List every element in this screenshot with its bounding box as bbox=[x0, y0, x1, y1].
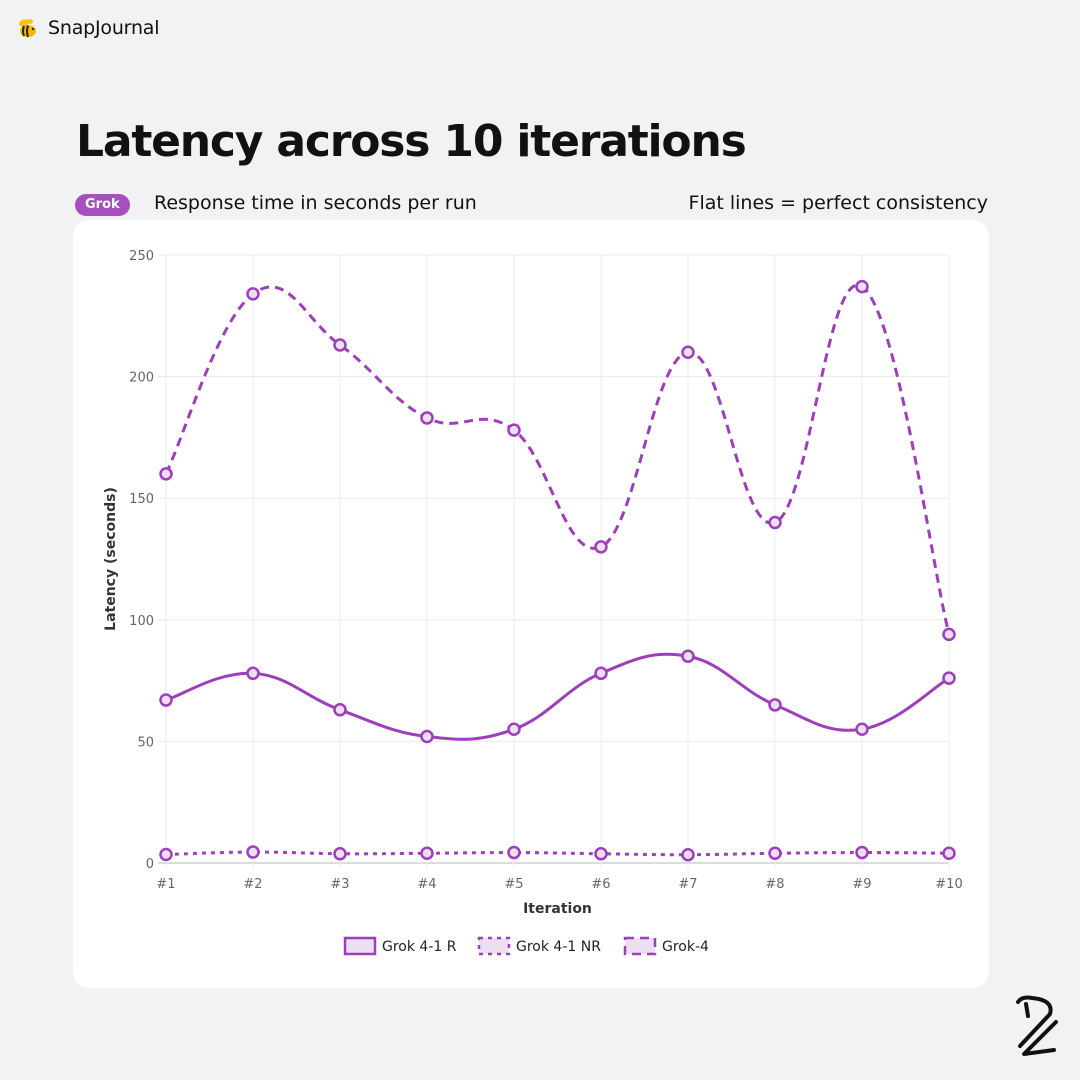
x-tick-label: #10 bbox=[935, 877, 962, 892]
data-point bbox=[507, 845, 521, 860]
data-point bbox=[594, 666, 608, 681]
data-point bbox=[681, 847, 695, 862]
data-point bbox=[855, 279, 869, 294]
data-point bbox=[942, 671, 956, 685]
data-point bbox=[246, 845, 260, 859]
bee-icon bbox=[19, 19, 36, 38]
chart-card: 0 50 100 150 200 250 #1 #2 #3 #4 #5 #6 #7 #8 #9 #10 Iter… bbox=[73, 220, 989, 988]
y-tick-label: 0 bbox=[146, 857, 154, 872]
x-tick-label: #1 bbox=[156, 877, 175, 892]
data-point bbox=[768, 698, 782, 712]
line-chart: 0 50 100 150 200 250 #1 #2 #3 #4 #5 #6 #7 #8 #9 #10 Iter… bbox=[103, 249, 963, 956]
series-line-0 bbox=[165, 652, 950, 741]
data-point bbox=[594, 847, 608, 861]
logo-icon bbox=[1016, 995, 1058, 1056]
legend-swatch bbox=[623, 936, 657, 956]
data-point bbox=[159, 693, 173, 707]
y-axis-title: Latency (seconds) bbox=[103, 487, 119, 631]
brand: SnapJournal bbox=[16, 16, 160, 40]
x-tick-label: #9 bbox=[852, 877, 871, 892]
data-point bbox=[159, 467, 173, 481]
model-badge: Grok bbox=[75, 194, 130, 216]
series-line-2 bbox=[164, 283, 951, 635]
y-tick-label: 200 bbox=[129, 371, 154, 386]
data-point bbox=[246, 287, 260, 301]
x-tick-label: #8 bbox=[765, 877, 784, 892]
legend-swatch bbox=[477, 936, 511, 956]
data-point bbox=[159, 847, 173, 862]
data-point bbox=[681, 345, 695, 360]
data-point bbox=[507, 423, 521, 437]
data-point bbox=[768, 515, 782, 530]
data-point bbox=[333, 847, 347, 861]
x-tick-label: #6 bbox=[591, 877, 610, 892]
data-point bbox=[420, 729, 434, 744]
series-line-1 bbox=[165, 850, 950, 857]
legend-label: Grok-4 bbox=[662, 939, 709, 955]
legend-label: Grok 4-1 R bbox=[382, 939, 457, 955]
brand-name: SnapJournal bbox=[48, 17, 160, 39]
x-axis-title: Iteration bbox=[523, 901, 592, 917]
data-point bbox=[333, 338, 347, 352]
x-tick-label: #2 bbox=[243, 877, 262, 892]
data-point bbox=[942, 846, 956, 861]
y-tick-label: 100 bbox=[129, 614, 154, 629]
legend-swatch bbox=[343, 936, 377, 956]
data-point bbox=[507, 722, 521, 736]
page-title: Latency across 10 iterations bbox=[76, 116, 747, 167]
data-point bbox=[420, 411, 434, 425]
x-tick-label: #7 bbox=[678, 877, 697, 892]
data-point bbox=[768, 846, 782, 861]
data-point bbox=[681, 649, 695, 664]
data-point bbox=[855, 722, 869, 736]
data-point bbox=[942, 627, 956, 642]
y-tick-label: 50 bbox=[137, 735, 154, 750]
y-tick-label: 250 bbox=[129, 249, 154, 264]
data-point bbox=[855, 845, 869, 860]
data-point bbox=[246, 666, 260, 681]
data-point bbox=[420, 846, 434, 861]
y-tick-label: 150 bbox=[129, 492, 154, 507]
legend-label: Grok 4-1 NR bbox=[516, 939, 601, 955]
data-point bbox=[594, 540, 608, 554]
data-point bbox=[333, 703, 347, 717]
chart-subtitle: Response time in seconds per run bbox=[154, 192, 477, 214]
x-tick-label: #5 bbox=[504, 877, 523, 892]
x-tick-label: #4 bbox=[417, 877, 436, 892]
x-tick-label: #3 bbox=[330, 877, 349, 892]
chart-note: Flat lines = perfect consistency bbox=[688, 192, 988, 214]
